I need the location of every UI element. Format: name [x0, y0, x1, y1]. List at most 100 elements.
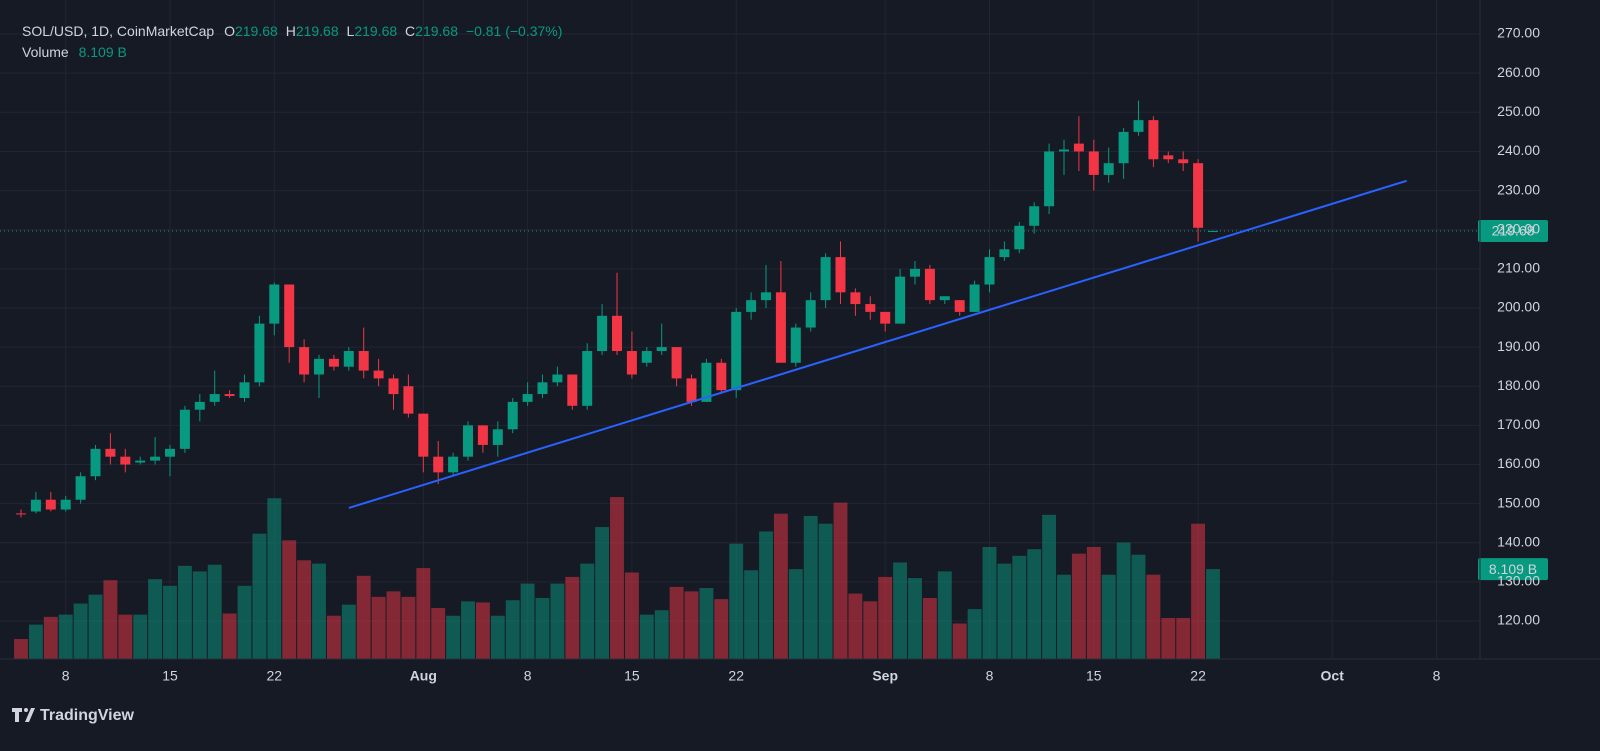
- volume-bar: [177, 565, 192, 659]
- volume-bar: [431, 607, 446, 659]
- candle-body: [1058, 149, 1069, 152]
- volume-bar: [148, 579, 163, 659]
- candle-body: [16, 513, 27, 515]
- volume-bar: [461, 601, 475, 659]
- volume-bar: [610, 497, 624, 659]
- volume-name: Volume: [22, 44, 69, 60]
- volume-bar: [490, 615, 505, 659]
- volume-bar: [282, 540, 297, 659]
- volume-bar: [1057, 574, 1071, 659]
- volume-tag: [1478, 558, 1548, 581]
- candle-body: [477, 425, 488, 445]
- volume-bar: [669, 586, 684, 659]
- volume-bar: [416, 568, 431, 659]
- candle-body: [492, 429, 503, 445]
- candle-body: [746, 300, 757, 312]
- candle-body: [1148, 120, 1159, 160]
- volume-bar: [222, 613, 237, 659]
- candle-body: [343, 351, 354, 367]
- volume-bar: [878, 576, 893, 659]
- y-tick-label: 270.00: [1497, 25, 1540, 41]
- y-tick-label: 230.00: [1497, 181, 1540, 197]
- logo-icon: [12, 708, 35, 722]
- candle-body: [671, 347, 682, 379]
- candle-body: [373, 370, 384, 379]
- volume-bar: [848, 593, 863, 659]
- candle-body: [358, 351, 369, 371]
- volume-bar: [28, 624, 43, 659]
- volume-bar: [699, 588, 714, 659]
- x-tick-label: Sep: [872, 668, 898, 684]
- candle-body: [537, 382, 548, 395]
- volume-bar: [565, 576, 580, 659]
- candle-body: [939, 296, 950, 301]
- grid: [0, 0, 1480, 659]
- volume-bar: [73, 603, 88, 659]
- candle-body: [1178, 159, 1189, 164]
- volume-pane: [14, 497, 1220, 659]
- candle-body: [790, 327, 801, 363]
- open-value: 219.68: [235, 23, 278, 39]
- x-tick-label: 8: [62, 668, 70, 684]
- x-tick-label: 15: [624, 668, 640, 684]
- y-tick-label: 260.00: [1497, 64, 1540, 80]
- volume-bar: [1116, 542, 1131, 659]
- brand-logo: TradingView: [12, 707, 135, 724]
- candle-body: [999, 249, 1010, 258]
- candle-body: [969, 284, 980, 312]
- volume-bar: [967, 609, 982, 659]
- candle-body: [641, 351, 652, 363]
- candle-body: [269, 284, 280, 324]
- volume-bar: [952, 623, 967, 659]
- volume-bar: [863, 601, 878, 659]
- volume-bar: [624, 572, 639, 659]
- candle-body: [507, 401, 518, 430]
- y-tick-label: 160.00: [1497, 455, 1540, 471]
- volume-bar: [267, 498, 282, 659]
- volume-bar: [475, 602, 490, 659]
- volume-bar: [684, 591, 699, 659]
- candle-body: [1029, 206, 1040, 226]
- volume-bar: [1086, 546, 1101, 659]
- candle-body: [448, 456, 459, 473]
- overlays: 219.68 8.109 B: [0, 179, 1548, 581]
- last-price-label: 219.68: [1492, 223, 1535, 239]
- volume-bar: [103, 580, 118, 659]
- candle-body: [254, 323, 265, 383]
- ohlc-letter: C: [405, 23, 415, 39]
- candle-body: [552, 374, 563, 383]
- last-price-tag: [1478, 219, 1548, 242]
- volume-bar: [997, 563, 1012, 659]
- candle-body: [1014, 225, 1025, 250]
- candle-body: [865, 304, 876, 312]
- candle-body: [1133, 120, 1144, 132]
- x-tick-label: 8: [524, 668, 532, 684]
- y-tick-label: 130.00: [1497, 573, 1540, 589]
- volume-bar: [163, 585, 177, 659]
- volume-bar: [833, 502, 848, 659]
- x-tick-label: 15: [162, 668, 178, 684]
- x-tick-label: 22: [728, 668, 744, 684]
- candle-body: [120, 456, 131, 465]
- candle-body: [984, 257, 995, 285]
- candle-body: [909, 268, 920, 277]
- volume-bar: [535, 598, 550, 659]
- x-tick-label: 8: [986, 668, 994, 684]
- x-tick-label: 22: [1190, 668, 1206, 684]
- volume-bar: [207, 564, 222, 659]
- candle-body: [239, 382, 250, 398]
- candle-body: [150, 456, 161, 461]
- candle-body: [224, 394, 235, 397]
- candle-body: [388, 378, 399, 395]
- volume-bar: [341, 604, 356, 659]
- candle-body: [299, 347, 310, 375]
- volume-bar: [714, 599, 729, 659]
- volume-bar: [192, 571, 207, 659]
- volume-bar: [401, 596, 416, 659]
- y-tick-label: 200.00: [1497, 299, 1540, 315]
- candle-body: [701, 362, 712, 402]
- candle-body: [30, 499, 41, 512]
- candle-body: [731, 311, 742, 391]
- candle-body: [1044, 151, 1055, 207]
- volume-bar: [1146, 574, 1161, 659]
